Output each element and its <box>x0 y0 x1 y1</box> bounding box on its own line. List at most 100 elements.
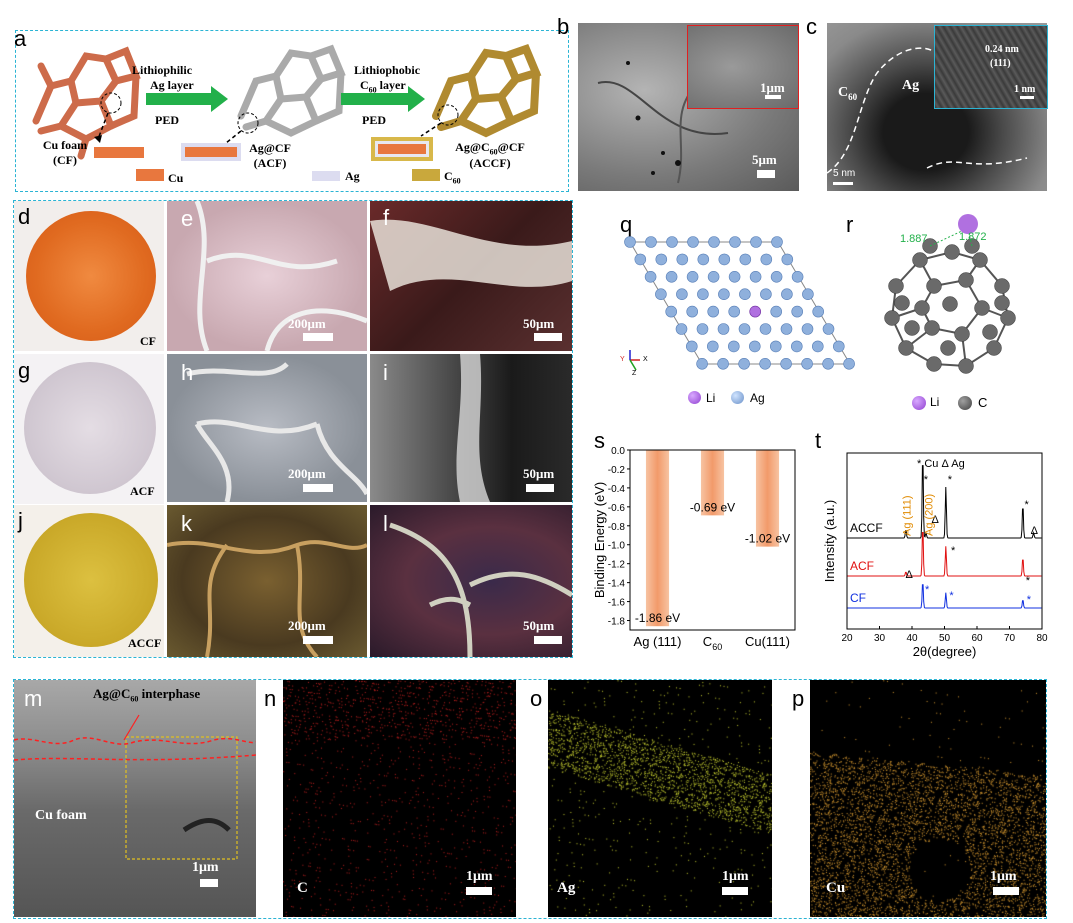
peak-marker: * <box>949 590 954 602</box>
peak-marker: * <box>951 545 956 557</box>
ag-atom <box>739 288 751 301</box>
carbon-atom <box>904 320 920 336</box>
ag-atom <box>665 305 678 318</box>
li-atom <box>749 305 761 318</box>
panel-t-label: t <box>815 428 822 453</box>
ag-atom <box>781 288 793 301</box>
ag-atom <box>801 358 813 370</box>
bar-2 <box>700 450 725 516</box>
panel-i-micrograph <box>370 354 572 502</box>
ag-atom <box>718 288 730 301</box>
ag-atom <box>771 236 783 248</box>
ag-atom <box>676 253 689 266</box>
x-tick-label: 30 <box>874 633 886 644</box>
panel-s-label: s <box>594 428 605 453</box>
carbon-atom <box>994 278 1010 294</box>
peak-marker: * <box>1024 499 1029 511</box>
panel-n-label: n <box>264 686 277 711</box>
ag-atom <box>738 358 750 370</box>
panel-p-element: Cu <box>826 880 846 896</box>
panel-f-scalebar <box>534 333 562 341</box>
panel-b-inset-scale: 1μm <box>760 80 785 95</box>
panel-i-scalebar <box>526 484 554 492</box>
panel-k-label: k <box>181 511 192 536</box>
y-axis-label: Intensity (a.u.) <box>822 500 837 582</box>
ag-atom <box>624 236 636 248</box>
panel-h-label: h <box>181 360 194 385</box>
ag-atom <box>707 270 720 283</box>
ag-atom <box>634 253 647 266</box>
li-atom <box>958 214 978 234</box>
arrow-2 <box>341 86 425 112</box>
ag-atom <box>749 270 762 283</box>
plot-frame <box>629 449 796 631</box>
carbon-atom <box>898 340 914 356</box>
arrow1-top-text: Lithiophilic <box>132 63 193 77</box>
q-legend-li: Li <box>706 391 716 405</box>
panel-c-dspacing: 0.24 nm <box>985 44 1019 55</box>
panel-dl-frame <box>13 200 573 658</box>
panel-g-photo <box>14 354 164 504</box>
q-axis-x: X <box>643 356 648 363</box>
panel-j-caption: ACCF <box>128 636 162 650</box>
carbon-atom <box>954 326 970 342</box>
legend-c60-swatch <box>412 169 440 181</box>
peak-marker: Δ <box>906 569 914 581</box>
panel-f-micrograph <box>370 201 572 351</box>
panel-b-inset-scalebar <box>765 95 781 99</box>
panel-o-label: o <box>530 686 543 711</box>
bar-value-label: -1.86 eV <box>635 611 680 625</box>
panel-h-scale: 200μm <box>288 466 326 481</box>
y-axis-label: Binding Energy (eV) <box>592 482 607 598</box>
peak-marker: * <box>925 584 930 596</box>
r-legend-c: C <box>978 395 988 410</box>
ag-atom <box>696 323 709 335</box>
panel-h-micrograph <box>167 354 367 502</box>
panel-h-scalebar <box>303 484 333 492</box>
panel-g-label: g <box>18 358 31 383</box>
panel-k-micrograph <box>167 505 367 657</box>
panel-q-label: q <box>620 212 633 237</box>
ag-atom <box>708 236 720 248</box>
peak-label: Ag (200) <box>923 494 935 536</box>
peak-marker: * <box>924 474 929 486</box>
x-tick-label: 50 <box>939 633 951 644</box>
legend-ag-swatch <box>312 171 340 181</box>
panel-e-label: e <box>181 206 194 231</box>
panel-k-scalebar <box>303 636 333 644</box>
panel-o-element: Ag <box>557 880 576 896</box>
panel-n-scalebar <box>466 887 492 895</box>
q-legend-li-dot <box>688 391 701 404</box>
q-legend-ag: Ag <box>750 391 765 405</box>
carbon-atom <box>888 278 904 294</box>
carbon-atom <box>958 272 974 288</box>
panel-m-scale: 1μm <box>192 860 219 875</box>
panel-o-scalebar <box>722 887 748 895</box>
q-legend-ag-dot <box>731 391 744 404</box>
y-tick-label: -1.6 <box>608 598 626 609</box>
bar-value-label: -0.69 eV <box>690 500 735 514</box>
panel-e-scalebar <box>303 333 333 341</box>
panel-k-scale: 200μm <box>288 618 326 633</box>
ag-atom <box>739 253 752 266</box>
panel-c-label: c <box>806 14 817 39</box>
legend-ag-label: Ag <box>345 169 360 183</box>
panel-d-photo <box>14 201 164 351</box>
panel-o-scale: 1μm <box>722 869 749 884</box>
x-tick-label: 20 <box>841 633 853 644</box>
arrow2-top-text: Lithiophobic <box>354 63 421 77</box>
ag-atom <box>686 270 699 283</box>
panel-m-cufoam-label: Cu foam <box>35 808 87 823</box>
ag-atom <box>791 305 803 318</box>
ag-atom <box>697 288 709 301</box>
peak-marker: Δ <box>932 514 940 526</box>
ag-atom <box>738 323 751 335</box>
legend-cu-swatch <box>136 169 164 181</box>
ag-atom <box>770 270 783 283</box>
ag-atom <box>665 270 678 283</box>
ag-atom <box>676 288 688 301</box>
ag-atom <box>666 236 678 248</box>
ag-atom <box>843 358 855 370</box>
ag-atom <box>696 358 708 370</box>
panel-c-plane: (111) <box>990 58 1011 69</box>
